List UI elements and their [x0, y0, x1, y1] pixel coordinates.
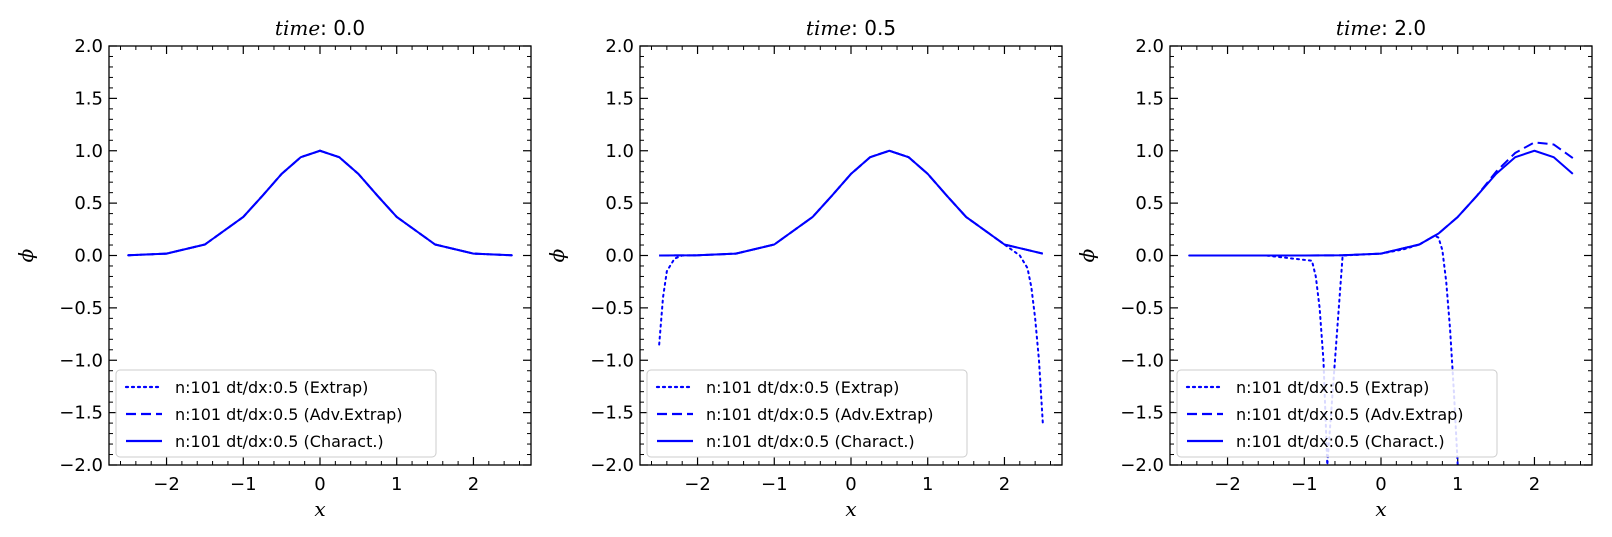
y-tick-label: 1.0: [1135, 141, 1164, 162]
y-axis-label: ϕ: [1075, 248, 1099, 262]
x-tick-label: 1: [1452, 474, 1463, 495]
legend-box: [1176, 369, 1498, 458]
x-tick-label: 0: [1375, 474, 1386, 495]
legend-entry: n:101 dt/dx:0.5 (Extrap): [1236, 378, 1429, 397]
x-tick-label: −1: [761, 474, 788, 495]
legend-entry: n:101 dt/dx:0.5 (Adv.Extrap): [175, 405, 403, 424]
x-tick-label: 2: [999, 474, 1010, 495]
chart-title-value: 0.0: [333, 16, 365, 40]
plot-frame: [108, 45, 532, 466]
chart-panel-2: −2 −1 0 1 2 −2.0 −1.5 −1.0 −0.5 0.0 0.5 1.0 1.5 2.0 ti…: [545, 16, 1063, 521]
chart-title: time: 0.5: [806, 16, 896, 40]
y-tick-label: −2.0: [59, 455, 103, 476]
chart-panel-1: −2 −1 0 1 2 −2.0 −1.5 −1.0 −0.5 0.0 0.5 1.0 1.5 2.0 ti…: [14, 16, 532, 521]
x-axis-label: x: [314, 497, 325, 521]
series-line-dashed: [659, 149, 1044, 257]
series-line-solid: [1189, 149, 1574, 257]
legend-entry: n:101 dt/dx:0.5 (Adv.Extrap): [1236, 405, 1464, 424]
chart-title-var: time: [1336, 16, 1381, 40]
y-tick-label: −1.5: [1120, 403, 1164, 424]
chart-title: time: 0.0: [275, 16, 365, 40]
series-line-solid: [128, 149, 512, 257]
plot-frame: [639, 45, 1063, 466]
x-tick-label: −1: [230, 474, 257, 495]
series-line-dotted: [127, 149, 513, 257]
legend-entry: n:101 dt/dx:0.5 (Charact.): [706, 432, 915, 451]
y-axis-label: ϕ: [545, 248, 569, 262]
x-axis-label: x: [845, 497, 856, 521]
x-tick-label: 1: [391, 474, 402, 495]
y-tick-label: 0.0: [605, 246, 634, 267]
y-tick-label: −2.0: [1120, 455, 1164, 476]
y-tick-label: 0.5: [605, 193, 634, 214]
y-tick-label: −1.5: [590, 403, 634, 424]
legend: n:101 dt/dx:0.5 (Extrap) n:101 dt/dx:0.5 …: [646, 369, 968, 458]
x-tick-label: 2: [468, 474, 479, 495]
x-tick-label: −2: [153, 474, 180, 495]
y-tick-label: −0.5: [590, 298, 634, 319]
x-tick-label: 0: [845, 474, 856, 495]
legend-entry: n:101 dt/dx:0.5 (Adv.Extrap): [706, 405, 934, 424]
chart-panel-3: −2 −1 0 1 2−2.0−1.5−1.0−0.50.00.51.01.52.0ti…: [1075, 16, 1593, 521]
x-tick-label: −2: [684, 474, 711, 495]
y-tick-label: −1.0: [1120, 350, 1164, 371]
legend-entry: n:101 dt/dx:0.5 (Extrap): [706, 378, 899, 397]
y-tick-label: −1.0: [590, 350, 634, 371]
chart-title-var: time: [275, 16, 320, 40]
y-tick-label: 0.0: [1135, 246, 1164, 267]
chart-title-colon: :: [320, 16, 333, 40]
y-tick-label: −2.0: [590, 455, 634, 476]
chart-title-colon: :: [851, 16, 864, 40]
y-tick-label: 1.5: [1135, 88, 1164, 109]
y-tick-label: −1.0: [59, 350, 103, 371]
y-tick-label: 1.0: [74, 141, 103, 162]
y-tick-label: −0.5: [59, 298, 103, 319]
x-tick-label: −1: [1291, 474, 1318, 495]
y-tick-label: 1.5: [74, 88, 103, 109]
legend-entry: n:101 dt/dx:0.5 (Charact.): [1236, 432, 1445, 451]
y-tick-label: 1.5: [605, 88, 634, 109]
series-line-dashed: [1189, 141, 1574, 257]
y-tick-label: 2.0: [74, 36, 103, 57]
x-tick-label: −2: [1214, 474, 1241, 495]
y-tick-label: 2.0: [605, 36, 634, 57]
y-tick-label: −1.5: [59, 403, 103, 424]
plot-frame: [1169, 45, 1593, 466]
chart-title: time: 2.0: [1336, 16, 1426, 40]
x-tick-label: 0: [314, 474, 325, 495]
y-axis-label: ϕ: [14, 248, 38, 262]
series-line-solid: [659, 149, 1044, 257]
chart-title-colon: :: [1381, 16, 1394, 40]
legend-entry: n:101 dt/dx:0.5 (Charact.): [175, 432, 384, 451]
series-line-dashed: [128, 149, 512, 257]
legend-box: [646, 369, 968, 458]
x-tick-label: 1: [922, 474, 933, 495]
y-tick-label: 0.0: [74, 246, 103, 267]
chart-title-var: time: [806, 16, 851, 40]
legend-box: [115, 369, 437, 458]
y-tick-label: 0.5: [1135, 193, 1164, 214]
legend-entry: n:101 dt/dx:0.5 (Extrap): [175, 378, 368, 397]
y-tick-label: 1.0: [605, 141, 634, 162]
legend: n:101 dt/dx:0.5 (Extrap) n:101 dt/dx:0.5 …: [115, 369, 437, 458]
chart-title-value: 0.5: [864, 16, 896, 40]
legend: n:101 dt/dx:0.5 (Extrap) n:101 dt/dx:0.5 …: [1176, 369, 1498, 458]
y-tick-label: 0.5: [74, 193, 103, 214]
x-axis-label: x: [1375, 497, 1386, 521]
chart-title-value: 2.0: [1394, 16, 1426, 40]
y-tick-label: −0.5: [1120, 298, 1164, 319]
x-tick-label: 2: [1529, 474, 1540, 495]
y-tick-label: 2.0: [1135, 36, 1164, 57]
